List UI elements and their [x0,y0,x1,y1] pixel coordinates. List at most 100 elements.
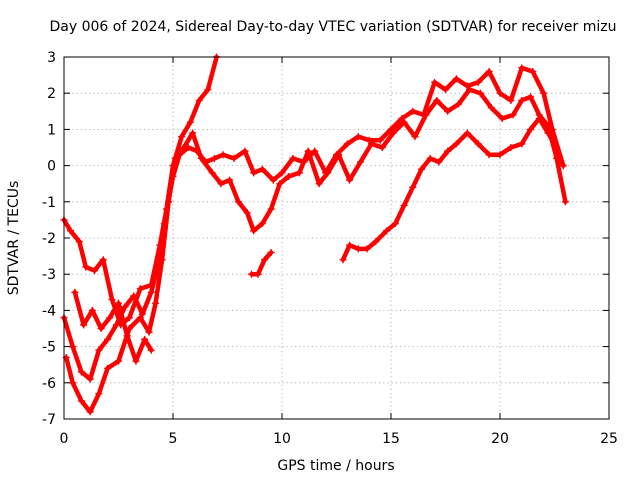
data-point [208,169,216,177]
data-point [250,227,258,235]
data-point [226,176,234,184]
data-point [444,147,452,155]
data-point [553,144,561,151]
data-point [367,140,375,148]
data-point [258,220,266,228]
data-point [295,169,303,177]
data-series [71,288,155,365]
y-tick-label: -3 [42,267,56,283]
data-point [452,75,460,83]
data-point [433,96,441,104]
data-point [452,140,460,148]
data-point [258,165,266,173]
data-point [315,180,323,188]
data-point [241,147,249,155]
data-point [82,263,90,271]
data-point [86,375,94,383]
data-point [95,390,103,398]
data-point [487,104,495,112]
series-line [63,87,568,415]
data-point [138,310,146,318]
data-point [346,176,354,184]
data-point [67,227,75,235]
data-point [444,107,452,115]
data-point [431,78,439,86]
y-tick-label: 2 [47,86,56,102]
data-series [62,86,569,416]
y-tick-label: 1 [47,122,56,138]
data-point [269,176,277,184]
data-point [123,332,131,340]
data-point [165,198,173,206]
grid [64,57,609,419]
data-point [378,144,386,151]
x-tick-label: 25 [600,431,618,447]
data-point [426,154,434,162]
data-point [189,129,197,137]
x-tick-label: 5 [169,431,178,447]
y-tick-label: -4 [42,303,56,319]
data-point [365,136,373,144]
data-point [91,267,99,275]
plot-frame [63,56,610,420]
data-point [250,169,258,177]
data-point [230,154,238,162]
y-tick-label: -1 [42,195,56,211]
data-point [108,296,116,304]
data-point [267,205,275,213]
data-point [518,96,526,104]
data-point [88,306,96,314]
y-tick-label: 3 [47,50,56,66]
data-point [276,180,284,188]
data-point [210,154,218,162]
data-point [234,198,242,206]
data-point [180,144,188,151]
data-point [115,299,122,307]
data-point [400,118,408,126]
y-axis-label: SDTVAR / TECUs [6,181,22,296]
data-point [465,86,473,94]
data-point [418,165,426,173]
data-point [496,89,504,97]
plot-area [60,53,569,416]
data-point [356,158,364,166]
data-point [106,314,114,322]
data-point [136,314,144,322]
data-point [463,129,471,137]
data-point [197,154,205,162]
data-series [60,64,567,383]
data-point [354,133,362,141]
data-point [130,292,138,300]
data-point [186,118,194,126]
data-point [75,238,83,246]
data-point [435,158,443,166]
data-point [152,299,160,307]
data-point [145,328,153,336]
data-point [474,78,482,86]
data-series [247,248,275,278]
data-point [278,169,286,177]
data-point [104,364,112,372]
data-point [343,140,351,148]
data-point [104,335,112,343]
data-point [95,346,103,354]
x-tick-label: 0 [60,431,69,447]
data-point [455,100,463,108]
data-point [507,96,515,104]
data-point [132,357,140,365]
data-point [261,256,269,264]
chart-title: Day 006 of 2024, Sidereal Day-to-day VTE… [50,19,617,35]
data-point [529,67,537,75]
data-point [559,162,567,170]
data-point [540,89,548,97]
data-point [171,154,179,162]
data-point [507,144,515,151]
data-point [485,151,493,159]
data-point [267,248,275,256]
y-tick-label: 0 [47,159,56,175]
data-point [77,368,85,376]
x-tick-label: 20 [491,431,509,447]
data-point [254,270,262,278]
data-point [544,129,552,137]
